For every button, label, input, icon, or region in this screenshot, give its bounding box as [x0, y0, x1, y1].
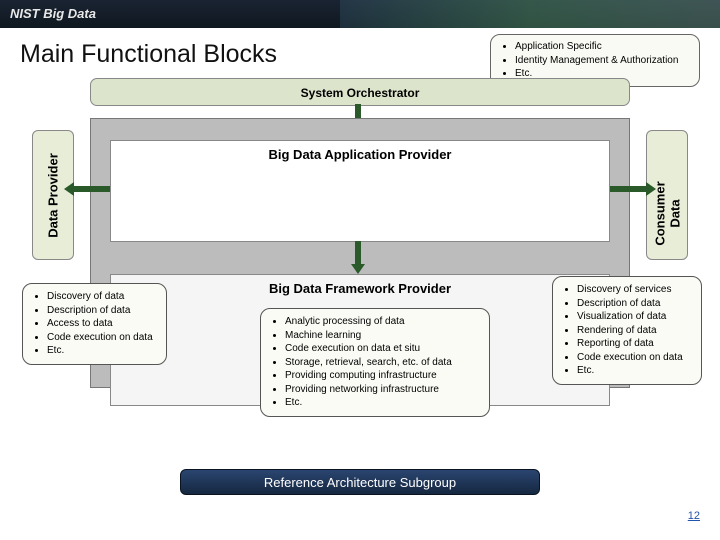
list-item: Providing computing infrastructure: [285, 369, 479, 383]
list-item: Application Specific: [515, 40, 689, 54]
list-item: Discovery of services: [577, 283, 691, 297]
list-item: Etc.: [577, 364, 691, 378]
architecture-diagram: System Orchestrator Data Provider Data C…: [20, 78, 700, 468]
list-item: Providing networking infrastructure: [285, 383, 479, 397]
data-provider-label: Data Provider: [46, 141, 61, 251]
list-item: Storage, retrieval, search, etc. of data: [285, 356, 479, 370]
list-item: Reporting of data: [577, 337, 691, 351]
list-item: Code execution on data: [47, 331, 156, 345]
list-item: Rendering of data: [577, 324, 691, 338]
framework-provider-title: Big Data Framework Provider: [111, 275, 609, 296]
callout-data-provider: Discovery of data Description of data Ac…: [22, 283, 167, 365]
list-item: Visualization of data: [577, 310, 691, 324]
list-item: Code execution on data et situ: [285, 342, 479, 356]
list-item: Access to data: [47, 317, 156, 331]
list-item: Etc.: [285, 396, 479, 410]
header-bar: NIST Big Data: [0, 0, 720, 28]
callout-framework: Analytic processing of data Machine lear…: [260, 308, 490, 417]
app-provider-title: Big Data Application Provider: [111, 141, 609, 162]
page-number: 12: [688, 510, 700, 522]
footer-subgroup-bar: Reference Architecture Subgroup: [180, 469, 540, 495]
app-provider-box: Big Data Application Provider: [110, 140, 610, 242]
list-item: Analytic processing of data: [285, 315, 479, 329]
list-item: Description of data: [577, 297, 691, 311]
data-consumer-label-1: Data: [668, 169, 683, 259]
header-graphic-overlay: [340, 0, 720, 28]
arrow-right-icon: [610, 186, 646, 192]
list-item: Machine learning: [285, 329, 479, 343]
list-item: Description of data: [47, 304, 156, 318]
system-orchestrator-box: System Orchestrator: [90, 78, 630, 106]
page-title: Main Functional Blocks: [20, 40, 277, 69]
list-item: Discovery of data: [47, 290, 156, 304]
callout-data-consumer: Discovery of services Description of dat…: [552, 276, 702, 385]
arrow-left-icon: [74, 186, 110, 192]
list-item: Etc.: [47, 344, 156, 358]
list-item: Identity Management & Authorization: [515, 54, 689, 68]
list-item: Code execution on data: [577, 351, 691, 365]
callout-orchestrator-list: Application Specific Identity Management…: [501, 40, 689, 81]
